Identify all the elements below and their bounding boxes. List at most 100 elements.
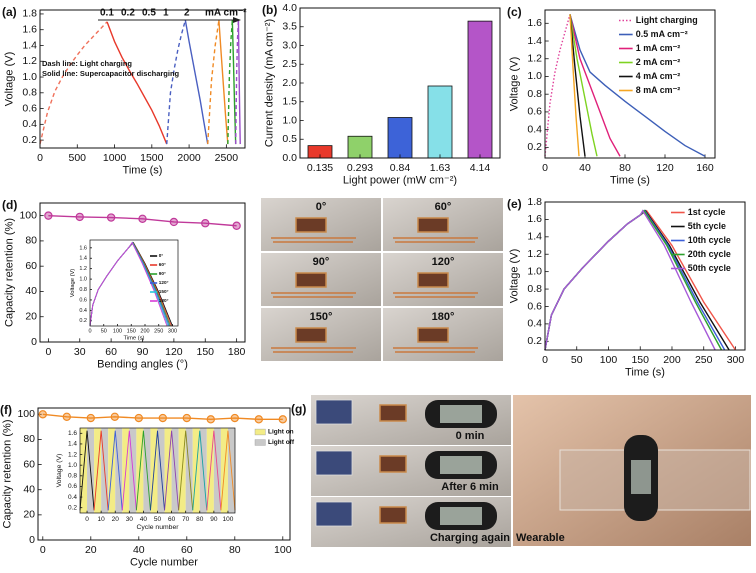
clock-screen — [631, 460, 651, 494]
marker — [278, 415, 287, 424]
series-line — [192, 430, 208, 511]
y-tick-label: 1.6 — [22, 23, 37, 35]
marker — [106, 213, 116, 222]
legend-label: 180° — [159, 298, 169, 303]
y-tick-label: 1.0 — [79, 277, 87, 283]
x-tick-label: 90 — [210, 516, 218, 523]
legend-label: 1 mA cm⁻² — [636, 43, 680, 53]
device-wire — [393, 237, 478, 243]
x-tick-label: 1500 — [140, 152, 164, 164]
x-tick-label: 40 — [579, 162, 591, 174]
legend-label: 20th cycle — [688, 249, 731, 259]
marker — [138, 214, 147, 223]
y-tick-label: 1.2 — [527, 248, 542, 260]
legend-label: 10th cycle — [688, 235, 731, 245]
marker — [201, 219, 210, 228]
legend-label: 150° — [159, 289, 169, 294]
y-tick-label: 0.8 — [68, 473, 77, 480]
series-line — [106, 21, 168, 145]
x-tick-label: 20 — [112, 516, 120, 523]
marker — [232, 221, 241, 230]
x-tick-label: 0 — [88, 329, 91, 335]
x-tick-label: 200 — [663, 354, 681, 366]
y-tick-label: 100 — [17, 408, 35, 420]
y-tick-label: 1.6 — [527, 213, 542, 225]
y-tick-label: 0.6 — [527, 106, 542, 118]
axes-frame — [79, 427, 236, 514]
photo-label: 90° — [313, 256, 330, 268]
y-tick-label: 0.2 — [68, 504, 77, 511]
solar-cells — [315, 399, 353, 425]
marker — [206, 415, 215, 424]
y-axis-title: Current density (mA cm⁻²) — [263, 19, 275, 147]
y-tick-label: 1.8 — [527, 196, 542, 208]
y-tick-label: 0.8 — [527, 88, 542, 100]
x-axis-title: Time (s) — [124, 335, 145, 341]
y-tick-label: 80 — [23, 433, 35, 445]
x-tick-label: 500 — [69, 152, 87, 164]
x-tick-label: 50 — [571, 354, 583, 366]
panel-label: (c) — [507, 5, 522, 19]
y-tick-label: 1.6 — [79, 245, 87, 251]
y-tick-label: 0.2 — [527, 335, 542, 347]
x-tick-label: 150 — [631, 354, 649, 366]
marker — [230, 413, 239, 423]
y-tick-label: 0.4 — [79, 308, 87, 314]
y-tick-label: 0.2 — [79, 318, 87, 324]
annotation: 0.5 — [142, 8, 156, 19]
y-tick-label: 1.0 — [22, 71, 37, 83]
y-tick-label: 0.6 — [527, 300, 542, 312]
x-tick-label: 100 — [600, 354, 618, 366]
legend-label: 8 mA cm⁻² — [636, 85, 680, 95]
device-wire — [271, 292, 356, 298]
y-tick-label: 1.2 — [22, 55, 37, 67]
x-tick-label: 160 — [696, 162, 714, 174]
series-line — [206, 430, 222, 511]
y-tick-label: 0 — [29, 534, 35, 546]
device-pad — [295, 327, 327, 343]
series-line — [569, 14, 621, 157]
axes-frame — [39, 202, 246, 343]
x-tick-label: 1000 — [103, 152, 127, 164]
y-tick-label: 3.0 — [282, 39, 297, 51]
y-tick-label: 80 — [25, 235, 37, 247]
y-tick-label: 60 — [25, 260, 37, 272]
panel-label: (g) — [291, 402, 306, 416]
photo-label: 180° — [432, 311, 455, 323]
x-tick-label: 10 — [98, 516, 106, 523]
photo-label: 0 min — [456, 430, 485, 442]
series-line — [164, 430, 180, 511]
series-line — [237, 20, 241, 145]
marker — [158, 413, 167, 423]
y-axis-title: Voltage (V) — [70, 269, 76, 298]
x-tick-label: 0 — [85, 516, 89, 523]
x-tick-label: 20 — [85, 544, 97, 556]
y-tick-label: 0.4 — [527, 123, 542, 135]
legend-label: 5th cycle — [688, 221, 726, 231]
series-line — [150, 430, 165, 511]
y-tick-label: 1.0 — [527, 70, 542, 82]
series-line — [569, 14, 586, 157]
plot-area — [545, 202, 745, 350]
y-tick-label: 2.5 — [282, 58, 297, 70]
photo-label: 150° — [310, 311, 333, 323]
marker — [169, 217, 179, 227]
y-tick-label: 0.2 — [22, 134, 37, 146]
y-tick-label: 1.4 — [22, 39, 37, 51]
y-tick-label: 0.2 — [527, 141, 542, 153]
y-tick-label: 0.8 — [22, 87, 37, 99]
y-tick-label: 1.4 — [527, 35, 542, 47]
y-tick-label: 60 — [23, 458, 35, 470]
legend-label: Light on — [268, 429, 294, 436]
y-tick-label: 1.8 — [22, 8, 37, 20]
legend-label: 1st cycle — [688, 207, 726, 217]
y-tick-label: 1.4 — [68, 441, 77, 448]
y-tick-label: 20 — [25, 311, 37, 323]
y-tick-label: 40 — [25, 285, 37, 297]
panel-label: (f) — [0, 403, 12, 417]
axes-frame — [39, 9, 246, 149]
marker — [254, 415, 263, 424]
y-tick-label: 1.2 — [68, 451, 77, 458]
series-line — [39, 21, 108, 145]
x-axis-title: Cycle number — [136, 524, 179, 531]
